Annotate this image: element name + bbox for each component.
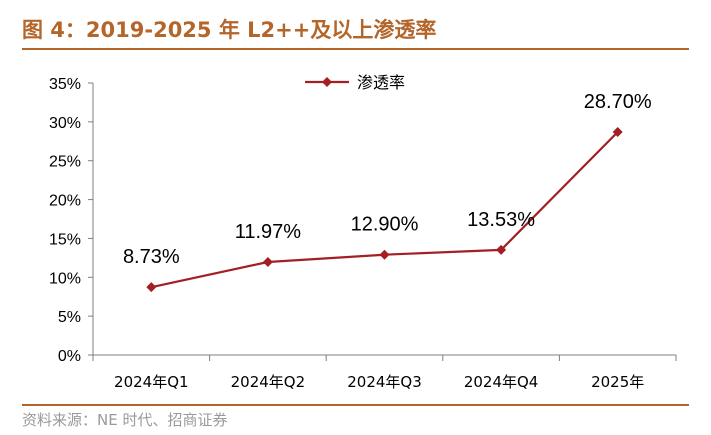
series-point xyxy=(379,249,390,260)
y-tick-label: 10% xyxy=(49,270,81,287)
series-layer xyxy=(146,126,623,293)
data-labels: 8.73% 11.97% 12.90% 13.53% 28.70% xyxy=(123,91,652,268)
figure-title: 图 4：2019-2025 年 L2++及以上渗透率 xyxy=(22,18,437,42)
legend-label: 渗透率 xyxy=(357,73,405,92)
y-tick-label: 30% xyxy=(49,115,81,132)
chart-axes xyxy=(92,83,676,356)
x-tick-label: 2024年Q3 xyxy=(347,373,422,391)
y-axis-ticks: 0% 5% 10% 15% 20% 25% 30% 35% xyxy=(49,76,93,365)
y-tick-label: 5% xyxy=(58,309,81,326)
y-tick-label: 0% xyxy=(58,348,81,365)
x-tick-label: 2025年 xyxy=(591,373,644,391)
data-label: 12.90% xyxy=(351,214,419,236)
data-label: 28.70% xyxy=(584,91,652,113)
x-tick-label: 2024年Q2 xyxy=(231,373,306,391)
y-tick-label: 15% xyxy=(49,231,81,248)
legend-marker xyxy=(322,77,332,87)
y-tick-label: 25% xyxy=(49,154,81,171)
title-rule xyxy=(22,48,689,50)
y-tick-label: 35% xyxy=(49,76,81,93)
data-label: 13.53% xyxy=(467,209,535,231)
x-tick-label: 2024年Q4 xyxy=(464,373,539,391)
x-tick-label: 2024年Q1 xyxy=(114,373,189,391)
x-axis-ticks: 2024年Q1 2024年Q2 2024年Q3 2024年Q4 2025年 xyxy=(92,355,677,391)
data-label: 11.97% xyxy=(235,221,302,243)
data-label: 8.73% xyxy=(123,246,180,268)
series-point xyxy=(496,244,507,255)
source-note: 资料来源：NE 时代、招商证券 xyxy=(22,411,228,429)
series-line xyxy=(151,131,619,289)
series-point xyxy=(146,282,157,293)
series-point xyxy=(612,126,623,137)
legend: 渗透率 xyxy=(305,73,405,92)
y-tick-label: 20% xyxy=(49,193,81,210)
source-rule xyxy=(22,404,689,406)
series-point xyxy=(262,256,273,267)
